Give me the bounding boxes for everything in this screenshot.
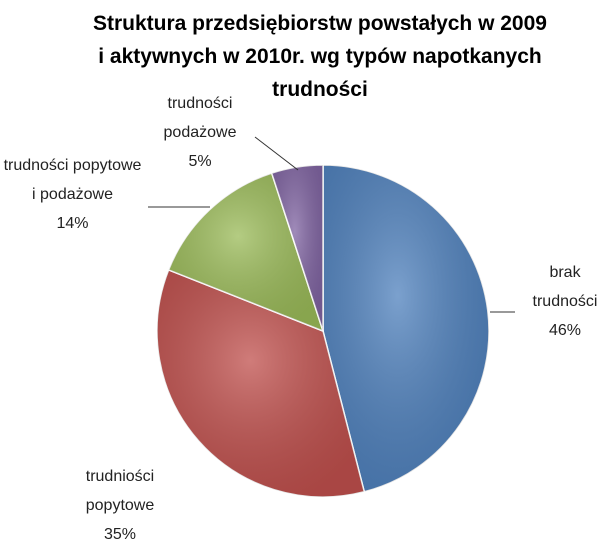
slice-value: 5% — [188, 153, 212, 170]
slice-shade — [323, 165, 489, 492]
slice-value: 35% — [103, 526, 137, 541]
slice-label: trudności popytowe i podażowe — [3, 157, 142, 203]
chart-title: Struktura przedsiębiorstw powstałych w 2… — [93, 12, 547, 35]
slice-shade — [156, 269, 365, 497]
chart-title: trudności — [272, 78, 368, 101]
leader-line — [254, 136, 299, 171]
slice-label: trudniości popytowe — [85, 468, 155, 514]
slice-value: 14% — [56, 215, 89, 232]
slice-label: brak trudności — [532, 264, 598, 310]
slice-value: 46% — [548, 322, 582, 339]
slice-label: trudności podażowe — [163, 95, 237, 141]
chart-title: i aktywnych w 2010r. wg typów napotkanyc… — [98, 45, 541, 68]
slice-shade — [271, 165, 323, 331]
